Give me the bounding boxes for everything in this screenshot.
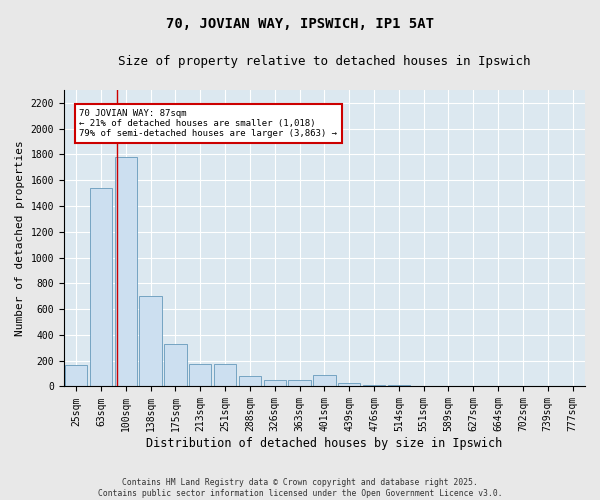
Bar — [164, 344, 187, 387]
Bar — [388, 385, 410, 386]
Bar — [313, 375, 335, 386]
Text: Contains HM Land Registry data © Crown copyright and database right 2025.
Contai: Contains HM Land Registry data © Crown c… — [98, 478, 502, 498]
Text: 70 JOVIAN WAY: 87sqm
← 21% of detached houses are smaller (1,018)
79% of semi-de: 70 JOVIAN WAY: 87sqm ← 21% of detached h… — [79, 108, 337, 138]
Bar — [139, 296, 162, 386]
Bar — [338, 382, 361, 386]
Bar — [115, 157, 137, 386]
Title: Size of property relative to detached houses in Ipswich: Size of property relative to detached ho… — [118, 55, 530, 68]
Bar — [65, 364, 88, 386]
Bar — [90, 188, 112, 386]
Text: 70, JOVIAN WAY, IPSWICH, IP1 5AT: 70, JOVIAN WAY, IPSWICH, IP1 5AT — [166, 18, 434, 32]
Bar — [263, 380, 286, 386]
Bar — [289, 380, 311, 386]
Bar — [363, 384, 385, 386]
Bar — [239, 376, 261, 386]
Bar — [189, 364, 211, 386]
Y-axis label: Number of detached properties: Number of detached properties — [15, 140, 25, 336]
X-axis label: Distribution of detached houses by size in Ipswich: Distribution of detached houses by size … — [146, 437, 503, 450]
Bar — [214, 364, 236, 386]
